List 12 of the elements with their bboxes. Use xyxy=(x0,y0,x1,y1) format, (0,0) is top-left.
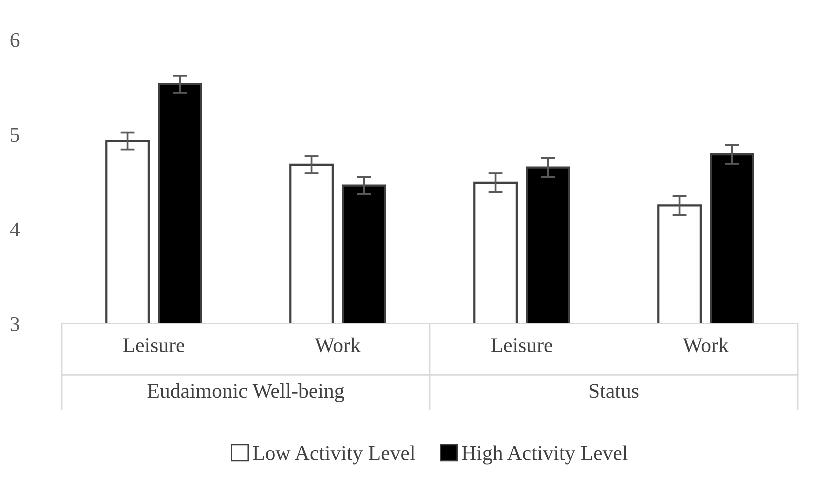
legend-label: Low Activity Level xyxy=(253,446,416,465)
y-tick-label: 6 xyxy=(10,33,20,48)
x-tick-label: Work xyxy=(683,338,729,353)
x-tick-label: Leisure xyxy=(123,338,185,353)
y-tick-label: 3 xyxy=(10,317,20,332)
y-tick-label: 4 xyxy=(10,222,20,237)
text: Status xyxy=(590,384,639,398)
y-tick-label: 5 xyxy=(11,128,20,142)
x-tick-label: Leisure xyxy=(491,338,553,353)
x-tick-label: Work xyxy=(315,338,361,353)
text: Eudaimonic Well-being xyxy=(148,384,344,402)
legend-label: High Activity Level xyxy=(462,446,628,465)
